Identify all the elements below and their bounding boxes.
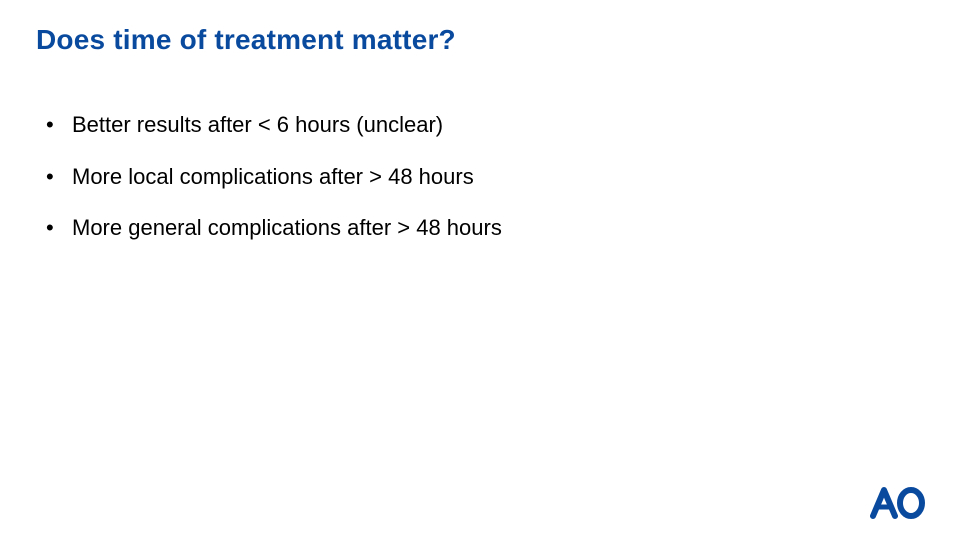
- bullet-text: More general complications after > 48 ho…: [72, 213, 502, 243]
- bullet-list: • Better results after < 6 hours (unclea…: [36, 110, 924, 243]
- list-item: • More general complications after > 48 …: [46, 213, 924, 243]
- bullet-text: More local complications after > 48 hour…: [72, 162, 474, 192]
- slide: Does time of treatment matter? • Better …: [0, 0, 960, 540]
- bullet-dot-icon: •: [46, 110, 72, 140]
- bullet-dot-icon: •: [46, 162, 72, 192]
- ao-logo-icon: [870, 486, 926, 520]
- slide-title: Does time of treatment matter?: [36, 24, 924, 56]
- bullet-text: Better results after < 6 hours (unclear): [72, 110, 443, 140]
- bullet-dot-icon: •: [46, 213, 72, 243]
- list-item: • More local complications after > 48 ho…: [46, 162, 924, 192]
- list-item: • Better results after < 6 hours (unclea…: [46, 110, 924, 140]
